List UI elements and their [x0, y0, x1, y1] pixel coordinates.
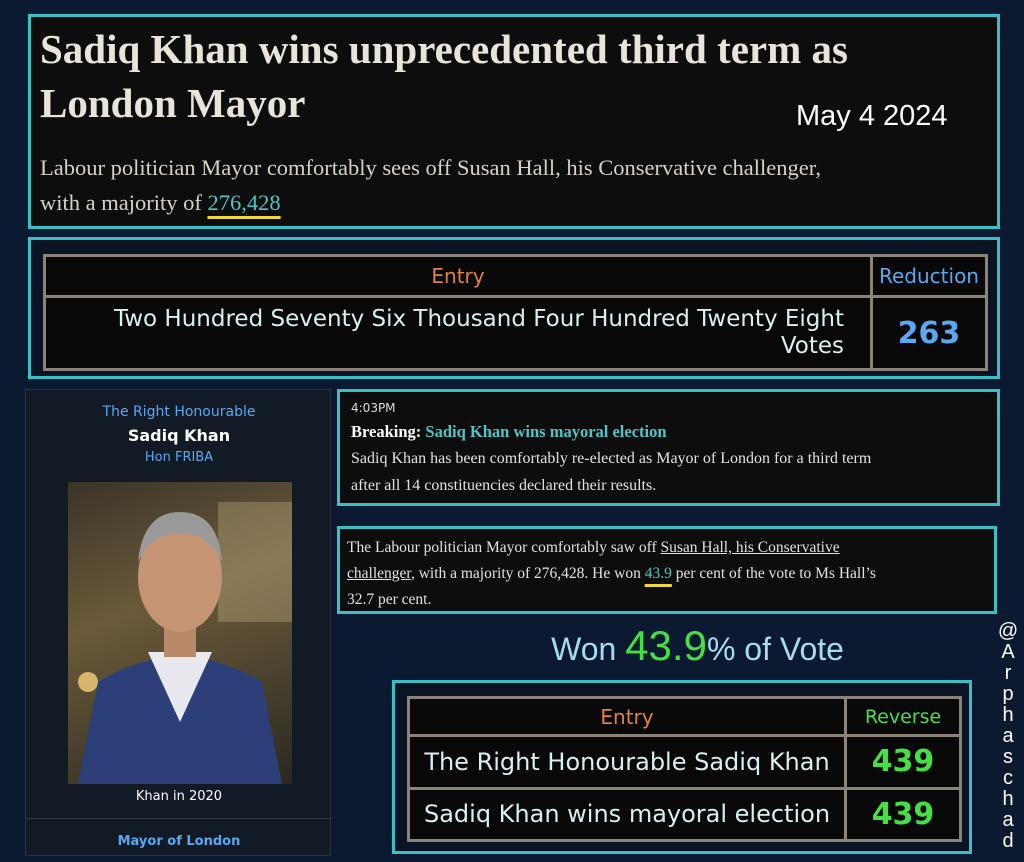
text-line: challenger, with a majority of 276,428. …	[347, 561, 876, 587]
paragraph-box	[337, 526, 997, 614]
table-header: Reduction	[870, 254, 988, 298]
text: Labour politician Mayor comfortably sees…	[40, 155, 821, 180]
link-text[interactable]: Susan Hall, his Conservative	[660, 539, 840, 556]
text: The Labour politician Mayor comfortably …	[347, 539, 661, 556]
won-line: Won 43.9% of Vote	[420, 622, 975, 670]
won-number: 43.9	[625, 622, 707, 669]
text: , with a majority of 276,428. He won	[410, 565, 645, 582]
entry-line: Votes	[780, 333, 844, 359]
table2: Entry Reverse The Right Honourable Sadiq…	[407, 696, 962, 842]
table-cell: 439	[844, 786, 962, 842]
honorific: The Right Honourable	[102, 404, 256, 420]
headline-line: Sadiq Khan wins unprecedented third term…	[40, 26, 848, 72]
table-cell: Two Hundred Seventy Six Thousand Four Hu…	[43, 295, 873, 371]
table-cell: Sadiq Khan wins mayoral election	[407, 786, 847, 842]
table-header: Entry	[407, 696, 847, 737]
breaking-line: Breaking: Sadiq Khan wins mayoral electi…	[351, 422, 667, 442]
table1: Entry Reduction Two Hundred Seventy Six …	[43, 254, 988, 371]
breaking-box: 4:03PM Breaking: Sadiq Khan wins mayoral…	[337, 389, 1000, 506]
breaking-label: Breaking:	[351, 422, 426, 441]
link-text[interactable]: challenger	[347, 565, 411, 582]
entry-line: Two Hundred Seventy Six Thousand Four Hu…	[113, 306, 844, 332]
watermark: @Arphaschad	[997, 620, 1019, 851]
time: 4:03PM	[351, 401, 396, 415]
body-line: after all 14 constituencies declared the…	[351, 477, 657, 494]
won-text: % of Vote	[706, 631, 844, 667]
header-box	[28, 14, 1000, 229]
text: per cent of the vote to Ms Hall’s	[671, 565, 876, 582]
paragraph: The Labour politician Mayor comfortably …	[347, 535, 876, 613]
text-line: with a majority of 276,428	[40, 185, 821, 220]
breaking-body: Sadiq Khan has been comfortably re-elect…	[351, 445, 871, 499]
divider	[26, 818, 332, 819]
table-cell: 439	[844, 734, 962, 790]
highlight-text: 43.9	[644, 565, 672, 582]
caption: Khan in 2020	[135, 789, 223, 804]
table-header: Reverse	[844, 696, 962, 737]
photo-illustration	[78, 502, 292, 784]
date: May 4 2024	[796, 100, 948, 132]
body-line: Sadiq Khan has been comfortably re-elect…	[351, 450, 872, 467]
table-header: Entry	[43, 254, 873, 298]
text-line: Labour politician Mayor comfortably sees…	[40, 150, 821, 185]
text-line: The Labour politician Mayor comfortably …	[347, 535, 876, 561]
headline: Sadiq Khan wins unprecedented third term…	[40, 22, 848, 130]
subtitle: Labour politician Mayor comfortably sees…	[40, 150, 821, 220]
headline-line: London Mayor	[40, 80, 306, 126]
table-cell: 263	[870, 295, 988, 371]
won-text: Won	[551, 631, 626, 667]
postnominal: Hon FRIBA	[144, 450, 214, 465]
breaking-headline: Sadiq Khan wins mayoral election	[425, 422, 667, 441]
office: Mayor of London	[117, 834, 241, 849]
table-cell: The Right Honourable Sadiq Khan	[407, 734, 847, 790]
text: with a majority of	[40, 190, 208, 215]
text-line: 32.7 per cent.	[347, 587, 876, 613]
photo	[68, 482, 292, 784]
highlight-text: 276,428	[207, 190, 281, 215]
profile-name: Sadiq Khan	[127, 426, 231, 445]
text: 32.7 per cent.	[347, 591, 432, 608]
